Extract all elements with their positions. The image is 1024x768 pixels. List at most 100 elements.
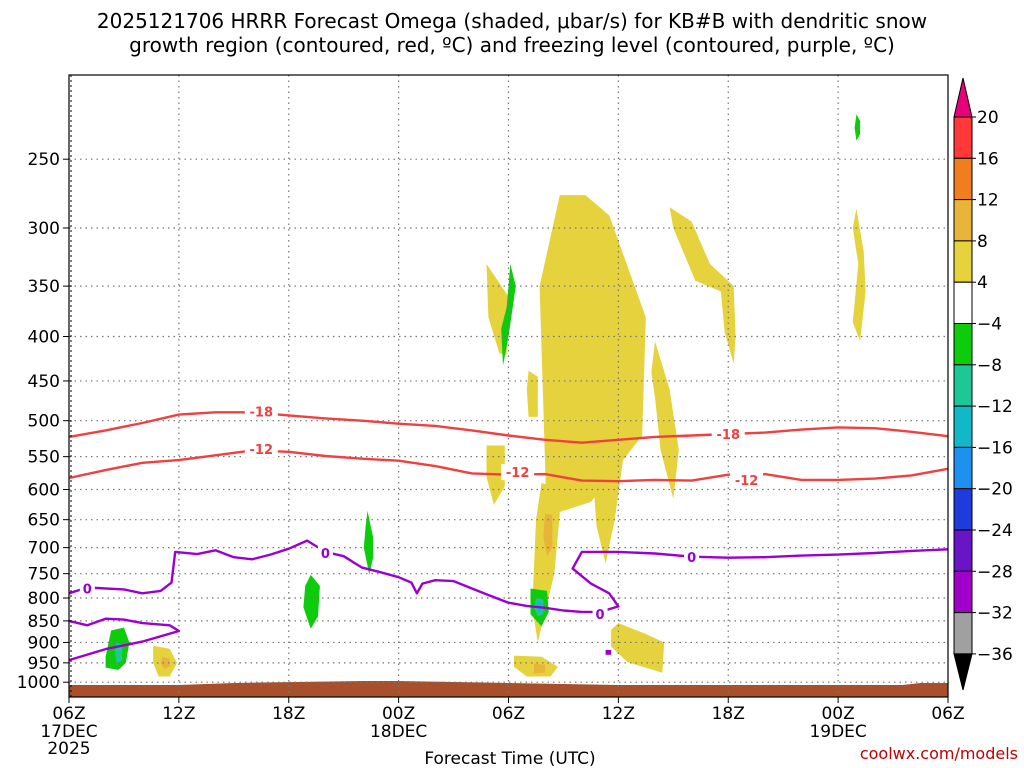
y-tick-label: 300: [28, 219, 60, 239]
y-tick-label: 1000: [17, 673, 60, 693]
x-tick-sublabel: 19DEC: [809, 722, 866, 742]
colorbar-label: 20: [977, 108, 999, 128]
x-tick-label: 06Z: [931, 704, 964, 724]
colorbar-label: −16: [977, 438, 1013, 458]
plot-area: -18 -18 -12 -12 -12 0 0 0 0: [68, 74, 949, 698]
y-tick-label: 850: [28, 612, 60, 632]
colorbar-swatch: [953, 446, 973, 490]
y-tick-label: 450: [28, 372, 60, 392]
contour-label: -12: [506, 466, 530, 481]
y-tick-label: 750: [28, 565, 60, 585]
x-tick-sublabel: 18DEC: [370, 722, 427, 742]
colorbar-swatch: [953, 281, 973, 325]
colorbar-swatch: [953, 157, 973, 201]
colorbar-label: −20: [977, 480, 1013, 500]
colorbar-swatch: [953, 323, 973, 366]
freezing-level-contour: [68, 617, 181, 662]
terrain-band: [69, 681, 948, 697]
colorbar-top-arrow: [953, 77, 973, 118]
x-tick-label: 12Z: [162, 704, 195, 724]
colorbar-label: −28: [977, 562, 1013, 582]
contour-label: -18: [717, 428, 741, 443]
colorbar-label: 8: [977, 232, 988, 252]
contour-label: -12: [250, 443, 274, 458]
omega-shaded-region: [669, 207, 736, 364]
x-tick-sublabel: 17DEC: [40, 722, 97, 742]
colorbar-label: −24: [977, 521, 1013, 541]
y-tick-label: 800: [28, 589, 60, 609]
x-tick-label: 18Z: [272, 704, 305, 724]
contour-label-bg: [79, 580, 95, 597]
contour-label-bg: [592, 606, 608, 623]
contour-label: 0: [83, 582, 92, 597]
y-tick-label: 950: [28, 654, 60, 674]
contour-label-bg: [501, 464, 535, 481]
colorbar-label: −36: [977, 645, 1013, 665]
x-axis-label: Forecast Time (UTC): [424, 749, 595, 768]
x-tick-label: 06Z: [492, 704, 525, 724]
y-tick-label: 400: [28, 328, 60, 348]
colorbar-label: 12: [977, 191, 999, 211]
colorbar-swatch: [953, 199, 973, 242]
omega-shaded-region: [501, 263, 516, 366]
omega-shaded-region: [605, 649, 612, 655]
x-tick-label: 00Z: [382, 704, 415, 724]
omega-shaded-region: [854, 114, 861, 141]
y-axis: 2503003504004505005506006507007508008509…: [17, 150, 69, 693]
chart-title-line2: growth region (contoured, red, ºC) and f…: [129, 33, 895, 57]
x-tick-label: 12Z: [602, 704, 635, 724]
omega-shaded-region: [611, 623, 665, 673]
contour-label-bg: [244, 441, 278, 458]
colorbar-label: 4: [977, 273, 988, 293]
omega-shaded-region: [852, 208, 866, 342]
y-tick-label: 900: [28, 633, 60, 653]
y-tick-label: 650: [28, 511, 60, 531]
contour-label: 0: [321, 547, 330, 562]
omega-shaded-region: [303, 574, 320, 629]
x-tick-label: 00Z: [821, 704, 854, 724]
x-tick-sublabel: 2025: [47, 739, 90, 759]
contour-label-bg: [317, 544, 333, 561]
colorbar-swatch: [953, 405, 973, 448]
omega-shaded-region: [526, 370, 538, 417]
y-tick-label: 550: [28, 448, 60, 468]
colorbar-swatch: [953, 240, 973, 283]
contour-label: 0: [687, 551, 696, 566]
contour-label: -18: [250, 406, 274, 421]
colorbar-swatch: [953, 116, 973, 159]
colorbar-label: −8: [977, 356, 1002, 376]
contour-label-bg: [730, 471, 764, 488]
omega-shaded-region: [160, 656, 170, 669]
y-tick-label: 250: [28, 150, 60, 170]
colorbar-swatch: [953, 364, 973, 407]
contour-label-bg: [244, 403, 278, 420]
colorbar-swatch: [953, 612, 973, 655]
contour-label-bg: [711, 426, 745, 443]
y-tick-label: 600: [28, 480, 60, 500]
colorbar-swatch: [953, 488, 973, 531]
contour-label-bg: [684, 549, 700, 566]
omega-shaded-region: [543, 513, 553, 556]
freezing-level-contour: [68, 539, 949, 614]
temperature-contour: [68, 411, 949, 444]
colorbar-label: −12: [977, 397, 1013, 417]
x-tick-label: 18Z: [712, 704, 745, 724]
colorbar-label: 16: [977, 149, 999, 169]
colorbar-bottom-arrow: [953, 653, 973, 691]
omega-shaded-region: [534, 663, 546, 674]
y-tick-label: 500: [28, 412, 60, 432]
credit-text: coolwx.com/models: [860, 744, 1018, 763]
y-tick-label: 700: [28, 539, 60, 559]
omega-shaded-region: [363, 510, 373, 575]
colorbar-label: −32: [977, 604, 1013, 624]
x-tick-label: 06Z: [52, 704, 85, 724]
colorbar-swatch: [953, 570, 973, 614]
chart-title-line1: 2025121706 HRRR Forecast Omega (shaded, …: [97, 9, 927, 33]
y-tick-label: 350: [28, 277, 60, 297]
colorbar-swatch: [953, 529, 973, 572]
contour-label: 0: [596, 608, 605, 623]
contour-label: -12: [735, 474, 759, 489]
colorbar-label: −4: [977, 315, 1002, 335]
